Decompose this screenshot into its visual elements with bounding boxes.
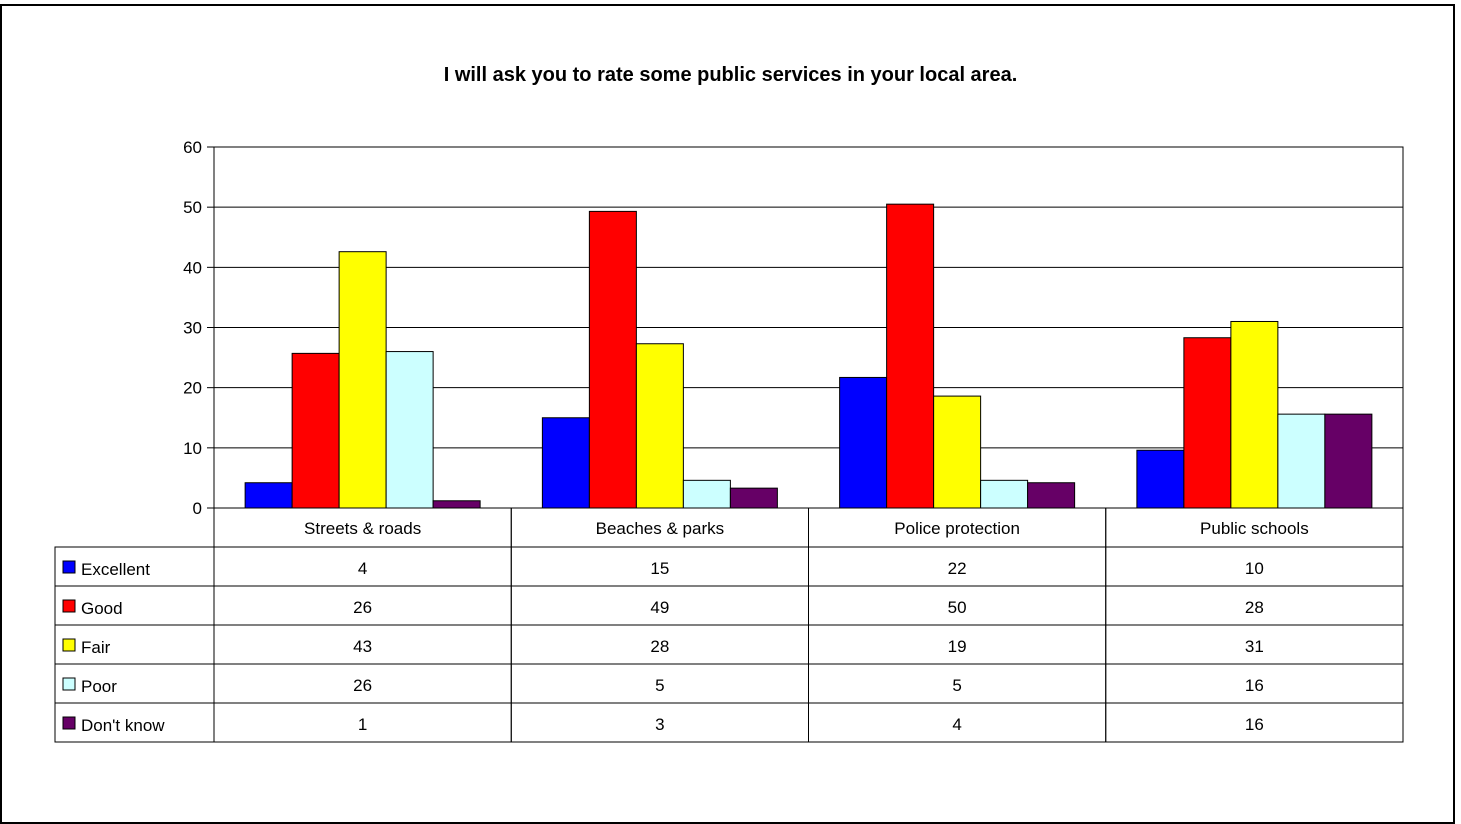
category-label: Public schools [1200, 519, 1309, 538]
bar-good-0 [291, 352, 340, 509]
data-table: Streets & roads Beaches & parks Police pro… [54, 507, 1404, 743]
data-label: 19 [948, 637, 967, 656]
bar-excellent-0 [244, 482, 293, 509]
y-axis: 0 10 20 30 40 50 60 [183, 138, 214, 518]
data-label: 5 [952, 676, 961, 695]
bar-poor-3 [1277, 413, 1326, 509]
legend-key [62, 638, 76, 652]
table-row-header [54, 624, 215, 665]
bar-chart: 0 10 20 30 40 50 60 Streets & roads Beaches & p… [54, 138, 1404, 743]
y-tick-label: 40 [183, 258, 202, 277]
bar-don-t-know-2 [1027, 482, 1076, 509]
bar-excellent-1 [541, 417, 590, 509]
data-label: 15 [650, 559, 669, 578]
bar-fair-2 [933, 395, 982, 509]
y-tick-label: 30 [183, 319, 202, 338]
legend-label: Poor [81, 677, 117, 696]
legend-label: Good [81, 599, 123, 618]
bars [244, 203, 1373, 509]
data-label: 16 [1245, 676, 1264, 695]
data-label: 10 [1245, 559, 1264, 578]
legend-key [62, 716, 76, 730]
bar-fair-0 [338, 251, 387, 509]
legend-label: Excellent [81, 560, 150, 579]
data-label: 1 [358, 715, 367, 734]
data-label: 5 [655, 676, 664, 695]
data-label: 4 [952, 715, 961, 734]
data-label: 49 [650, 598, 669, 617]
category-label: Streets & roads [304, 519, 421, 538]
bar-excellent-2 [839, 376, 888, 509]
bar-don-t-know-1 [729, 487, 778, 509]
legend-key [62, 677, 76, 691]
y-tick-label: 0 [193, 499, 202, 518]
data-label: 50 [948, 598, 967, 617]
data-label: 22 [948, 559, 967, 578]
y-tick-label: 10 [183, 439, 202, 458]
data-label: 26 [353, 598, 372, 617]
data-label: 4 [358, 559, 367, 578]
category-label: Beaches & parks [596, 519, 725, 538]
chart-title: I will ask you to rate some public servi… [443, 64, 1018, 86]
bar-don-t-know-3 [1324, 413, 1373, 509]
data-label: 3 [655, 715, 664, 734]
y-tick-label: 20 [183, 379, 202, 398]
y-tick-label: 50 [183, 198, 202, 217]
data-label: 31 [1245, 637, 1264, 656]
bar-good-3 [1183, 337, 1232, 509]
table-cell [1105, 702, 1404, 743]
table-row-header [54, 585, 215, 626]
data-label: 28 [650, 637, 669, 656]
data-label: 16 [1245, 715, 1264, 734]
legend-key [62, 560, 76, 574]
bar-poor-0 [385, 351, 434, 509]
bar-don-t-know-0 [432, 500, 481, 509]
legend-label: Fair [81, 638, 111, 657]
bar-fair-1 [635, 343, 684, 509]
data-label: 28 [1245, 598, 1264, 617]
bar-excellent-3 [1136, 449, 1185, 509]
bar-good-1 [588, 210, 637, 509]
bar-poor-1 [682, 479, 731, 509]
data-label: 26 [353, 676, 372, 695]
bar-good-2 [886, 203, 935, 509]
y-tick-label: 60 [183, 138, 202, 157]
data-label: 43 [353, 637, 372, 656]
category-label: Police protection [894, 519, 1020, 538]
bar-poor-2 [980, 479, 1029, 509]
table-row-header [54, 663, 215, 704]
legend-key [62, 599, 76, 613]
bar-fair-3 [1230, 320, 1279, 509]
legend-label: Don't know [81, 716, 165, 735]
